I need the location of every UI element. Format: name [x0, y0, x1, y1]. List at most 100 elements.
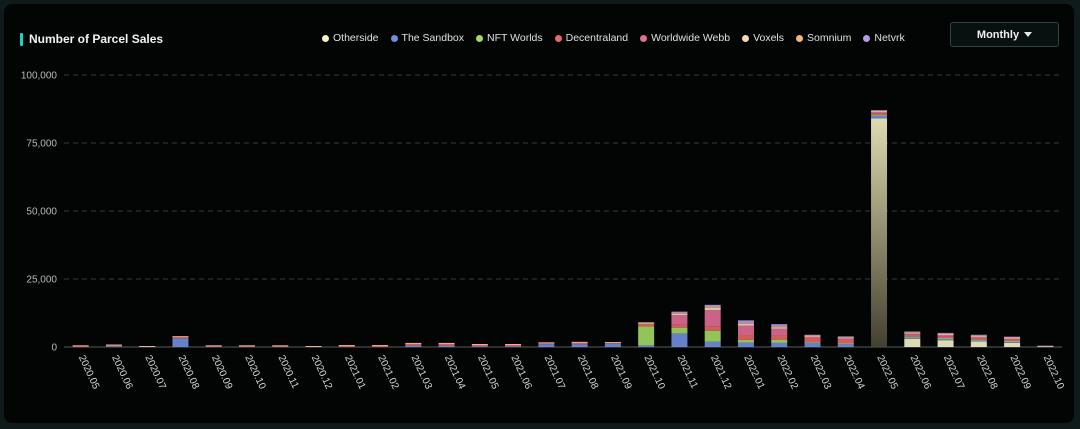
legend-item-nft-worlds[interactable]: NFT Worlds — [476, 32, 543, 44]
bar-segment-otherside — [871, 118, 888, 348]
bar-segment-voxels — [405, 342, 422, 344]
bar-segment-the-sandbox — [771, 342, 788, 347]
bar-segment-the-sandbox — [604, 343, 621, 347]
bar-segment-voxels — [72, 345, 89, 347]
legend-dot — [476, 34, 483, 42]
bar-segment-the-sandbox — [970, 340, 987, 342]
bar-segment-the-sandbox — [505, 346, 522, 347]
bar-segment-somnium — [671, 313, 688, 314]
bar-segment-the-sandbox — [937, 338, 954, 341]
bar-segment-decentraland — [105, 344, 122, 347]
legend-dot — [742, 34, 750, 42]
bar-segment-somnium — [1004, 337, 1021, 339]
y-tick-label: 75,000 — [26, 139, 57, 150]
bar-segment-decentraland — [771, 335, 788, 340]
bar-segment-the-sandbox — [471, 346, 488, 347]
bar-segment-decentraland — [405, 343, 422, 346]
y-tick-label: 100,000 — [21, 71, 58, 82]
period-dropdown-label: Monthly — [976, 28, 1020, 41]
bar-segment-the-sandbox — [638, 345, 655, 347]
y-tick-label: 0 — [51, 343, 57, 354]
legend-item-otherside[interactable]: Otherside — [322, 32, 379, 44]
bar-segment-decentraland — [704, 326, 721, 331]
bar-segment-nft-worlds — [871, 114, 888, 116]
x-tick-label: 2020.07 — [142, 354, 167, 392]
bar-segment-voxels — [704, 307, 721, 311]
chart-header: Number of Parcel Sales — [20, 32, 163, 46]
bar-segment-otherside — [904, 338, 921, 347]
legend-item-somnium[interactable]: Somnium — [796, 32, 851, 44]
bar-segment-nft-worlds — [837, 343, 854, 345]
bar-segment-the-sandbox — [837, 344, 854, 347]
legend-dot — [640, 34, 648, 42]
bar-segment-voxels — [205, 345, 222, 347]
bar-segment-decentraland — [937, 336, 954, 339]
bar-segment-voxels — [970, 336, 987, 337]
chart-title: Number of Parcel Sales — [29, 32, 164, 46]
bar-segment-voxels — [538, 342, 555, 344]
bar-segment-decentraland — [338, 345, 355, 347]
legend-label: Voxels — [753, 32, 785, 44]
bar-segment-worldwide-webb — [970, 336, 987, 339]
x-tick-label: 2022.08 — [974, 354, 999, 392]
bar-segment-voxels — [338, 345, 355, 346]
bar-segment-nft-worlds — [970, 339, 987, 341]
bar-segment-worldwide-webb — [1004, 338, 1021, 340]
bar-segment-the-sandbox — [405, 345, 422, 347]
bar-segment-voxels — [172, 336, 189, 338]
bar-segment-the-sandbox — [538, 344, 555, 347]
bar-segment-the-sandbox — [804, 342, 821, 347]
bar-segment-worldwide-webb — [704, 310, 721, 327]
bar-segment-the-sandbox — [704, 341, 721, 347]
legend-label: NFT Worlds — [487, 32, 543, 44]
bar-segment-worldwide-webb — [904, 333, 921, 335]
bar-segment-decentraland — [172, 336, 189, 339]
legend-item-netvrk[interactable]: Netvrk — [863, 32, 905, 44]
bar-segment-netvrk — [737, 320, 754, 324]
bar-segment-otherside — [970, 341, 987, 347]
bar-segment-worldwide-webb — [771, 328, 788, 336]
legend-label: Worldwide Webb — [651, 32, 731, 44]
bar-segment-nft-worlds — [937, 338, 954, 339]
bar-segment-netvrk — [970, 334, 987, 336]
x-tick-label: 2020.09 — [209, 354, 234, 392]
x-tick-label: 2020.06 — [109, 354, 134, 392]
bar-segment-voxels — [604, 342, 621, 343]
legend-label: The Sandbox — [401, 32, 464, 44]
bar-segment-voxels — [904, 332, 921, 334]
bar-segment-somnium — [970, 335, 987, 337]
bar-segment-voxels — [372, 345, 389, 346]
bar-segment-somnium — [737, 323, 754, 324]
bar-segment-voxels — [1037, 345, 1054, 347]
bar-segment-the-sandbox — [1037, 346, 1054, 348]
bar-segment-somnium — [871, 110, 888, 112]
legend-item-decentraland[interactable]: Decentraland — [554, 32, 628, 44]
x-tick-label: 2020.10 — [242, 354, 267, 392]
period-dropdown-button[interactable]: Monthly — [950, 22, 1059, 47]
bar-segment-decentraland — [804, 338, 821, 343]
x-tick-label: 2022.09 — [1007, 354, 1032, 392]
bar-segment-decentraland — [438, 343, 455, 346]
x-tick-label: 2022.05 — [874, 354, 899, 392]
legend-item-worldwide-webb[interactable]: Worldwide Webb — [640, 32, 730, 44]
stacked-bar-chart: 0 25,000 50,000 75,000 100,000 2020.05 2020.06… — [21, 71, 1066, 392]
chevron-down-icon — [1024, 32, 1033, 37]
bar-segment-somnium — [904, 332, 921, 334]
legend-item-voxels[interactable]: Voxels — [742, 32, 784, 44]
bar-segment-the-sandbox — [671, 333, 688, 347]
bar-segment-the-sandbox — [871, 115, 888, 119]
bar-segment-decentraland — [737, 335, 754, 340]
bar-segment-worldwide-webb — [804, 336, 821, 339]
bar-segment-decentraland — [205, 345, 222, 347]
bar-segment-decentraland — [505, 344, 522, 347]
legend-item-the-sandbox[interactable]: The Sandbox — [390, 32, 464, 44]
bar-segment-netvrk — [804, 334, 821, 336]
x-tick-label: 2022.04 — [841, 354, 866, 392]
x-tick-label: 2021.04 — [442, 354, 467, 392]
bar-segment-voxels — [571, 341, 588, 343]
bar-segment-decentraland — [471, 344, 488, 347]
legend-label: Somnium — [807, 32, 852, 44]
bar-segment-the-sandbox — [571, 344, 588, 347]
bar-segment-voxels — [638, 323, 655, 324]
x-tick-label: 2022.02 — [775, 354, 800, 392]
